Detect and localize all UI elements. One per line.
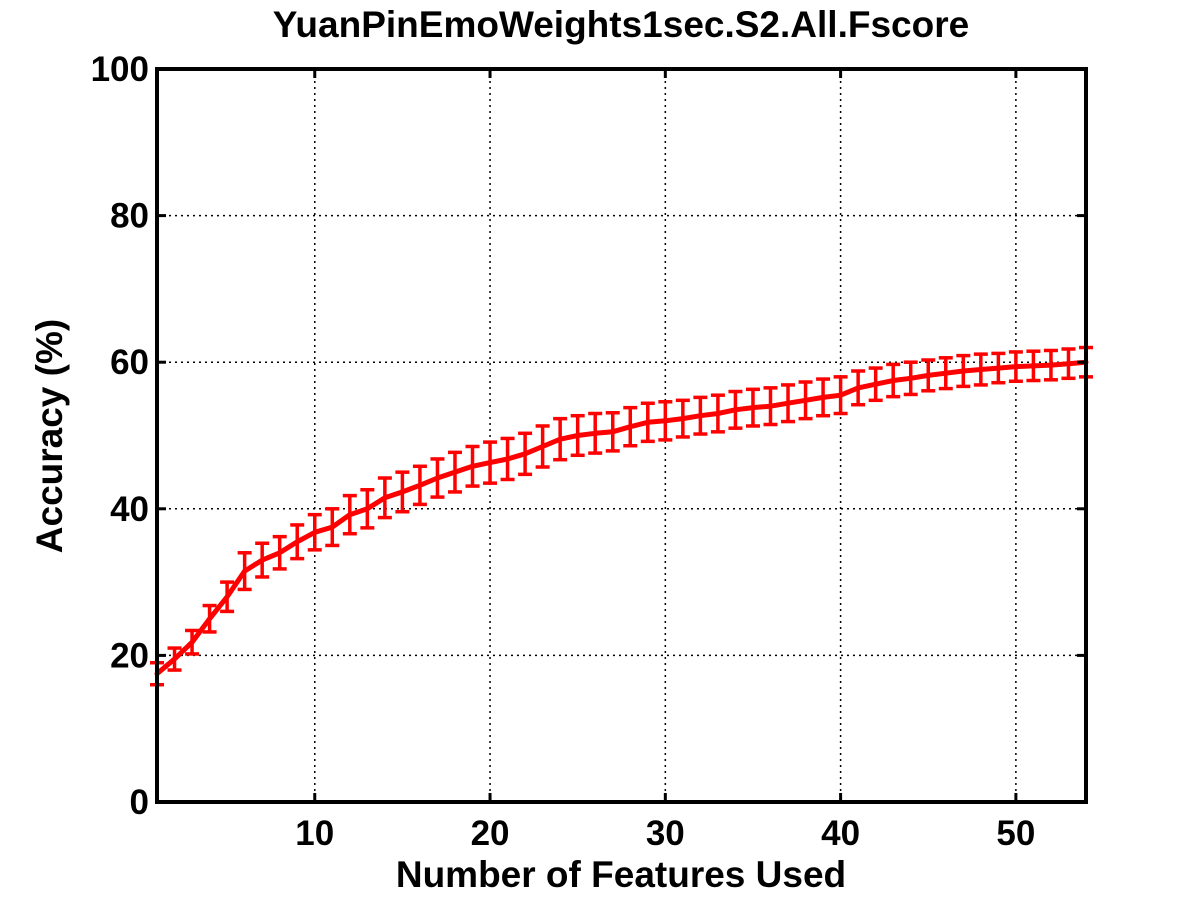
x-tick-label: 10 xyxy=(295,814,334,853)
error-bar xyxy=(938,356,953,391)
error-bar xyxy=(851,369,866,407)
x-tick-label: 20 xyxy=(471,814,510,853)
error-bar xyxy=(640,401,655,444)
x-tick-label: 30 xyxy=(646,814,685,853)
error-bar xyxy=(921,358,936,393)
error-bar xyxy=(1008,350,1023,384)
error-bar xyxy=(728,389,743,430)
error-bar xyxy=(447,450,462,494)
error-bar xyxy=(430,457,445,499)
error-bar xyxy=(833,375,848,416)
error-bar xyxy=(255,541,270,579)
error-bar xyxy=(518,431,533,477)
error-bar xyxy=(623,405,638,448)
error-bar xyxy=(202,603,217,634)
error-bar xyxy=(377,476,392,520)
series-line xyxy=(154,359,1089,677)
x-axis-label: Number of Features Used xyxy=(396,854,846,895)
y-tick-label: 80 xyxy=(110,197,149,236)
error-bar xyxy=(956,353,971,389)
error-bar xyxy=(412,464,427,507)
error-bar xyxy=(588,411,603,455)
error-bar xyxy=(185,628,200,656)
error-bar xyxy=(272,534,287,571)
error-bar xyxy=(570,413,585,458)
error-bar xyxy=(798,380,813,421)
error-bar xyxy=(395,470,410,514)
error-bar xyxy=(781,383,796,424)
series-layer xyxy=(150,345,1093,687)
tick-labels: 10 20 30 40 50 0 20 40 60 80 100 xyxy=(91,50,1036,853)
y-tick-label: 60 xyxy=(110,343,149,382)
error-bar xyxy=(763,386,778,427)
plot-area xyxy=(157,69,1086,802)
y-tick-label: 40 xyxy=(110,490,149,529)
error-bar xyxy=(167,646,182,672)
x-tick-label: 50 xyxy=(996,814,1035,853)
error-bar xyxy=(360,487,375,530)
error-bar xyxy=(1026,349,1041,383)
chart-title: YuanPinEmoWeights1sec.S2.All.Fscore xyxy=(273,4,969,45)
x-tick-label: 40 xyxy=(821,814,860,853)
y-tick-label: 100 xyxy=(91,50,149,89)
error-bar xyxy=(868,366,883,403)
error-bar xyxy=(220,580,235,614)
error-bar xyxy=(553,416,568,462)
error-bar xyxy=(290,523,305,561)
error-bar xyxy=(535,424,550,469)
error-bar xyxy=(991,351,1006,385)
error-bar xyxy=(465,444,480,488)
error-bar xyxy=(693,395,708,436)
error-bar xyxy=(500,436,515,482)
error-bar xyxy=(973,352,988,387)
y-axis-label: Accuracy (%) xyxy=(29,319,70,553)
axes-box xyxy=(155,67,1088,804)
error-bar xyxy=(658,400,673,442)
error-bar xyxy=(1043,348,1058,382)
error-bar xyxy=(675,398,690,439)
error-bar xyxy=(1061,347,1076,381)
error-bar xyxy=(342,493,357,536)
error-bar xyxy=(237,551,252,592)
error-bar xyxy=(903,360,918,397)
error-bar xyxy=(710,393,725,434)
y-tick-label: 20 xyxy=(110,636,149,675)
error-bar xyxy=(483,440,498,485)
error-bar xyxy=(325,507,340,548)
error-bar xyxy=(886,362,901,399)
error-bar xyxy=(605,411,620,453)
y-tick-label: 0 xyxy=(130,783,149,822)
error-bar xyxy=(307,512,322,552)
error-bar xyxy=(745,387,760,428)
error-bar xyxy=(816,377,831,418)
